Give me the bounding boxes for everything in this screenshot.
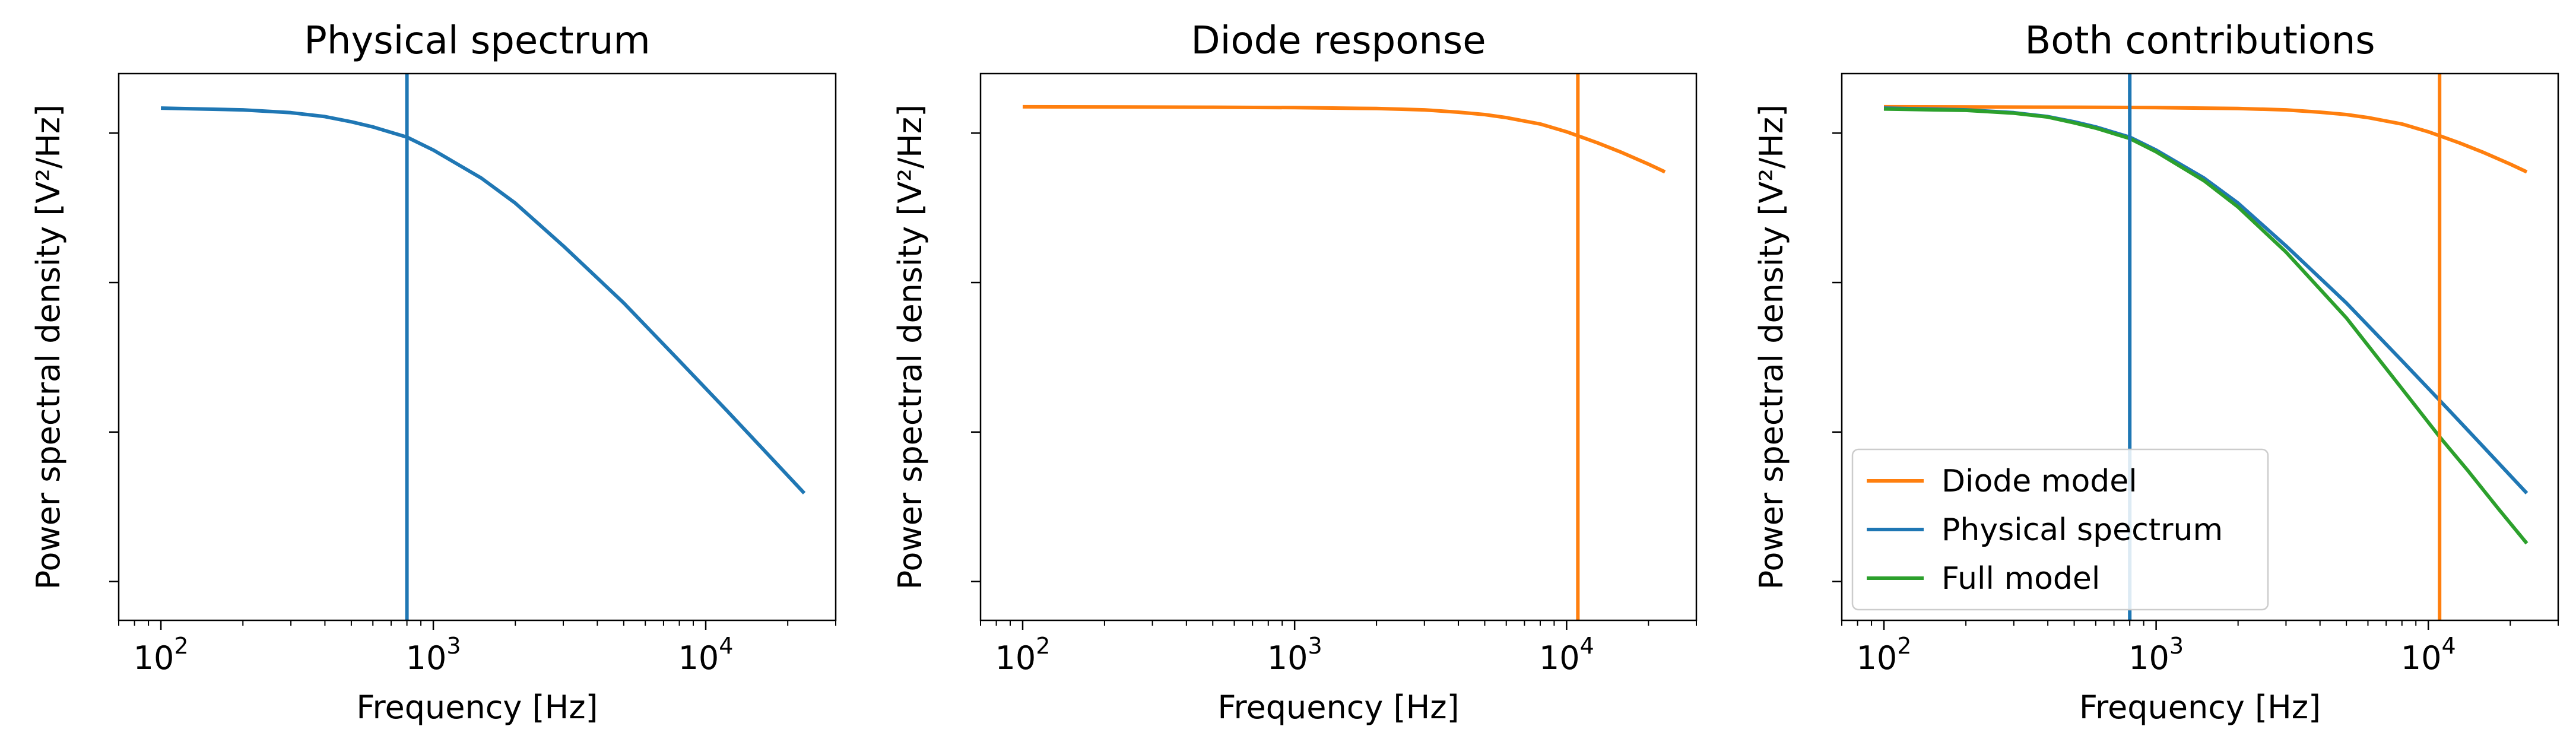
legend-box (1851, 448, 2269, 611)
legend: Diode model Physical spectrum Full model (1851, 448, 2269, 611)
x-tick-label: 103 (406, 633, 461, 677)
panel-title: Both contributions (2025, 19, 2375, 63)
x-tick-label: 102 (1857, 633, 1912, 677)
y-axis-label: Power spectral density [V²/Hz] (1753, 104, 1790, 589)
series-line-diode-model (1883, 104, 2528, 174)
x-tick-label: 104 (678, 633, 734, 677)
x-tick-label: 103 (1267, 633, 1322, 677)
series-line-full-model (1883, 107, 2529, 545)
panel-title: Physical spectrum (304, 19, 651, 63)
y-axis-label: Power spectral density [V²/Hz] (892, 104, 929, 589)
x-tick-label: 102 (134, 633, 189, 677)
x-tick-label: 103 (2128, 633, 2184, 677)
panel-1: 102 103 104 Physical spectrum Frequency [Hz]… (30, 19, 837, 726)
y-axis-label: Power spectral density [V²/Hz] (30, 104, 67, 589)
panel-title: Diode response (1191, 19, 1486, 63)
x-tick-label: 104 (1539, 633, 1594, 677)
x-axis-label: Frequency [Hz] (2079, 689, 2321, 726)
x-axis-label: Frequency [Hz] (356, 689, 598, 726)
legend-entry: Physical spectrum (1941, 512, 2223, 548)
series-line-1 (1022, 104, 1666, 174)
panel-3: 102 103 104 Both contributions Frequency [Hz… (1753, 19, 2559, 726)
legend-entry: Full model (1941, 561, 2100, 597)
legend-entry: Diode model (1941, 464, 2137, 499)
series-line-1 (161, 106, 806, 494)
series-line-physical-spectrum (1883, 106, 2529, 494)
axes-frame (118, 72, 837, 622)
x-tick-label: 104 (2401, 633, 2456, 677)
x-tick-label: 102 (995, 633, 1051, 677)
axes-frame (1841, 72, 2559, 622)
axes-frame (979, 72, 1698, 622)
x-axis-label: Frequency [Hz] (1217, 689, 1459, 726)
panel-2: 102 103 104 Diode response Frequency [Hz] Pow… (892, 19, 1698, 726)
